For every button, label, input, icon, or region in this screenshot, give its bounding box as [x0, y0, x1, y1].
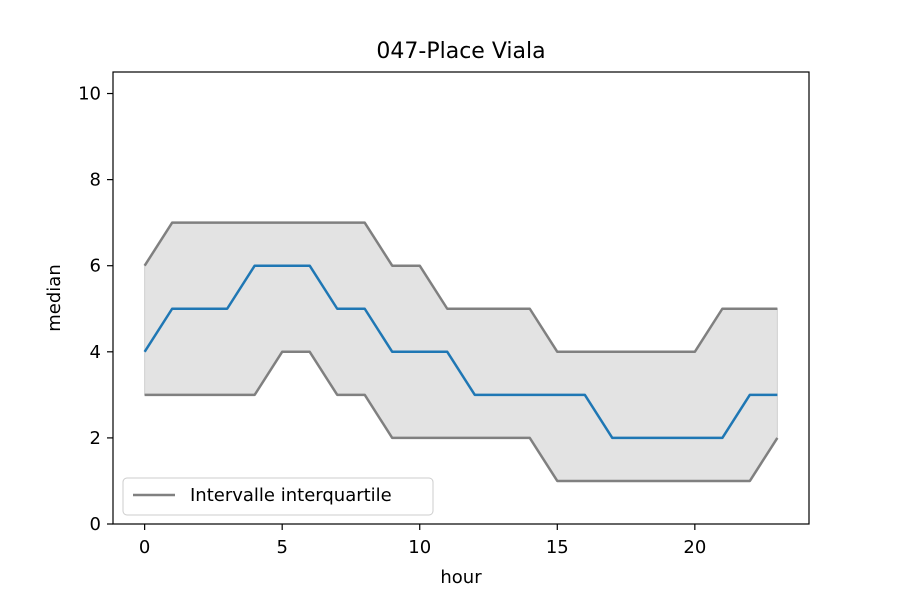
x-tick-label: 10	[408, 537, 431, 558]
x-tick-label: 0	[139, 537, 150, 558]
y-tick-label: 2	[90, 428, 101, 449]
q3-line	[143, 221, 778, 354]
legend: Intervalle interquartile	[122, 477, 434, 516]
y-tick-label: 0	[90, 514, 101, 535]
x-tick-label: 5	[276, 537, 287, 558]
y-tick-label: 10	[78, 84, 101, 105]
x-tick-label: 20	[683, 537, 706, 558]
plot-frame	[112, 71, 810, 525]
chart-title: 047-Place Viala	[376, 39, 545, 64]
legend-box	[122, 477, 434, 516]
x-axis-label: hour	[440, 567, 482, 588]
q1-line	[144, 350, 779, 483]
x-tick-label: 15	[546, 537, 569, 558]
median-line	[143, 264, 778, 440]
series-lines	[143, 221, 779, 483]
y-axis-label: median	[44, 264, 65, 331]
legend-label: Intervalle interquartile	[190, 485, 392, 506]
y-tick-label: 4	[90, 342, 101, 363]
axes: 0 5 10 15 20 0 2 4 6 8 10	[78, 71, 810, 558]
y-tick-label: 8	[90, 170, 101, 191]
y-tick-label: 6	[90, 256, 101, 277]
